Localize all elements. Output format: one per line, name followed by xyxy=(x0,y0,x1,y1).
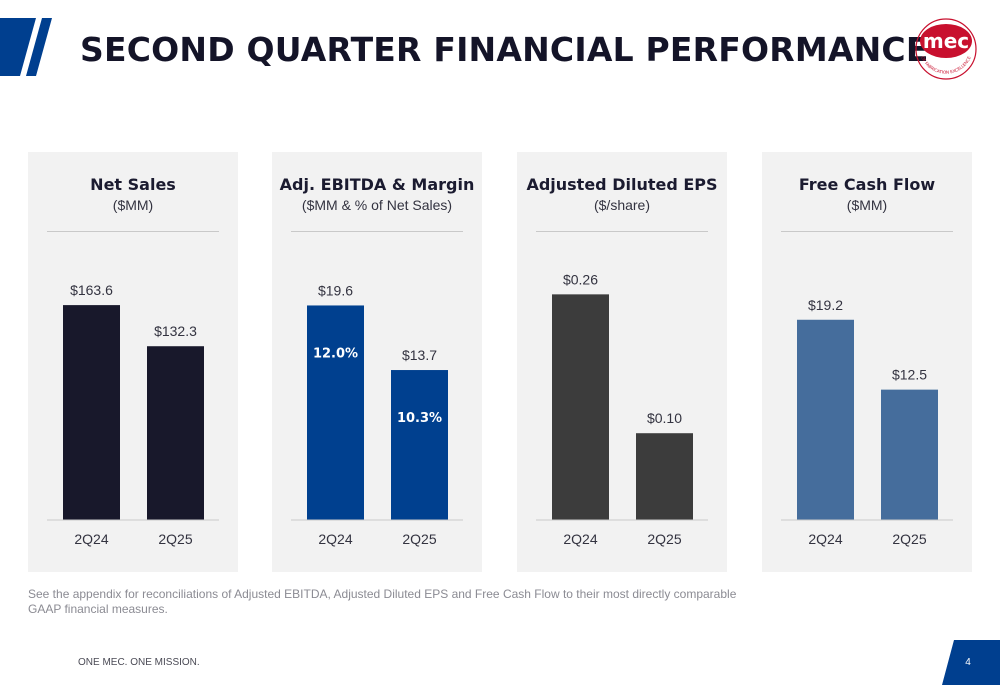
bar-2q24 xyxy=(797,319,854,520)
data-label: $0.10 xyxy=(647,410,682,426)
x-tick-label: 2Q24 xyxy=(808,531,842,547)
title-divider xyxy=(536,231,708,232)
adj-ebitda-panel: Adj. EBITDA & Margin ($MM & % of Net Sal… xyxy=(272,152,482,572)
data-label: $19.2 xyxy=(808,297,843,313)
bar-2q24 xyxy=(307,305,364,520)
data-label: $0.26 xyxy=(563,271,598,287)
page-title: SECOND QUARTER FINANCIAL PERFORMANCE xyxy=(80,30,929,69)
free-cash-flow-chart: $19.2 2Q24 $12.5 2Q25 xyxy=(781,297,953,547)
bar-2q25 xyxy=(636,433,693,520)
logo-ring-text: OF FABRICATION EXCELLENCE xyxy=(920,55,972,75)
margin-label: 10.3% xyxy=(397,411,442,426)
net-sales-chart: $163.6 2Q24 $132.3 2Q25 xyxy=(47,282,219,547)
title-divider xyxy=(291,231,463,232)
bar-2q25 xyxy=(147,346,204,520)
x-tick-label: 2Q25 xyxy=(158,531,192,547)
bar-2q25 xyxy=(881,389,938,520)
free-cash-flow-panel: Free Cash Flow ($MM) $19.2 2Q24 $12.5 2Q25 xyxy=(762,152,972,572)
x-tick-label: 2Q24 xyxy=(563,531,597,547)
adj-diluted-eps-panel: Adjusted Diluted EPS ($/share) $0.26 2Q24… xyxy=(517,152,727,572)
x-tick-label: 2Q24 xyxy=(74,531,108,547)
footnote: See the appendix for reconciliations of … xyxy=(28,587,737,616)
data-label: $163.6 xyxy=(70,282,113,298)
net-sales-panel: Net Sales ($MM) $163.6 2Q24 $132.3 2Q25 xyxy=(28,152,238,572)
chart-title: Net Sales xyxy=(90,175,176,194)
margin-label: 12.0% xyxy=(313,346,358,361)
company-logo: mec OF FABRICATION EXCELLENCE xyxy=(915,18,977,80)
data-label: $13.7 xyxy=(402,347,437,363)
chart-subtitle: ($MM & % of Net Sales) xyxy=(301,197,453,213)
x-tick-label: 2Q25 xyxy=(647,531,681,547)
logo-text: mec xyxy=(923,29,969,53)
x-tick-label: 2Q25 xyxy=(402,531,436,547)
adj-ebitda-chart: $19.6 12.0% 2Q24 $13.7 10.3% 2Q25 xyxy=(291,282,463,547)
header-accent-stripes xyxy=(0,18,52,76)
data-label: $12.5 xyxy=(892,367,927,383)
data-label: $132.3 xyxy=(154,323,197,339)
bar-2q25 xyxy=(391,370,448,520)
data-label: $19.6 xyxy=(318,282,353,298)
chart-title: Free Cash Flow xyxy=(798,175,936,194)
title-divider xyxy=(781,231,953,232)
chart-subtitle: ($MM) xyxy=(846,197,888,213)
chart-subtitle: ($/share) xyxy=(593,197,651,213)
page-number-tab xyxy=(942,640,1000,685)
x-tick-label: 2Q24 xyxy=(318,531,352,547)
adj-diluted-eps-chart: $0.26 2Q24 $0.10 2Q25 xyxy=(536,271,708,547)
x-tick-label: 2Q25 xyxy=(892,531,926,547)
chart-title: Adjusted Diluted EPS xyxy=(526,175,718,194)
title-divider xyxy=(47,231,219,232)
chart-title: Adj. EBITDA & Margin xyxy=(279,175,475,194)
chart-subtitle: ($MM) xyxy=(112,197,154,213)
footer-tagline: ONE MEC. ONE MISSION. xyxy=(78,657,200,668)
page-number: 4 xyxy=(965,657,971,668)
svg-text:OF FABRICATION EXCELLENCE: OF FABRICATION EXCELLENCE xyxy=(920,55,972,75)
bar-2q24 xyxy=(63,305,120,520)
bar-2q24 xyxy=(552,294,609,520)
